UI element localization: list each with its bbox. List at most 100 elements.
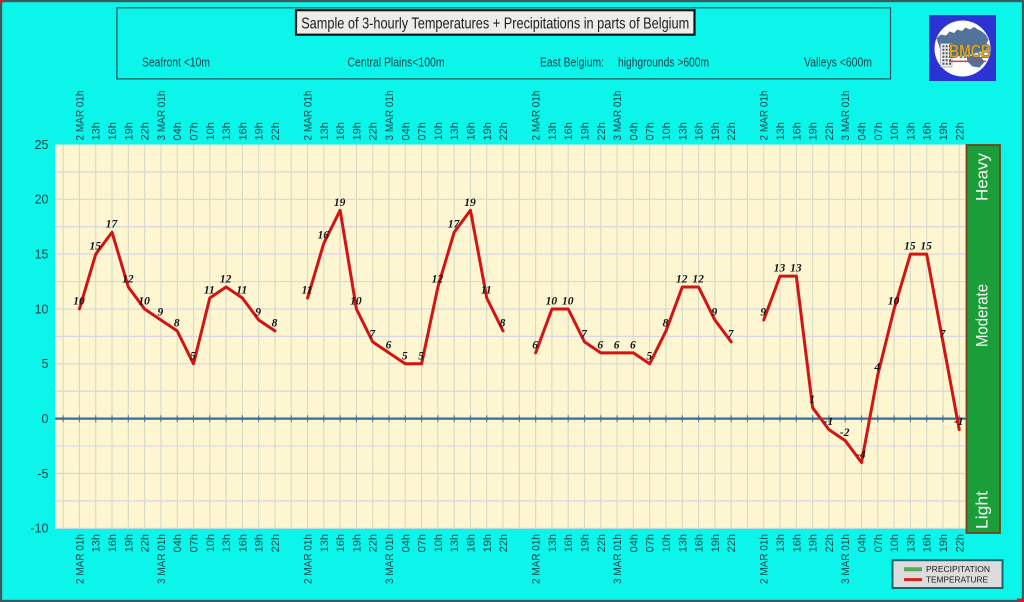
svg-text:16h: 16h	[791, 122, 803, 140]
svg-text:07h: 07h	[417, 122, 429, 140]
svg-text:9: 9	[158, 306, 164, 318]
svg-text:8: 8	[500, 317, 506, 329]
svg-text:13: 13	[774, 263, 786, 275]
svg-text:13h: 13h	[221, 534, 233, 552]
svg-text:12: 12	[122, 274, 134, 286]
svg-text:-4: -4	[856, 449, 866, 461]
svg-text:19h: 19h	[254, 122, 266, 140]
svg-text:10h: 10h	[661, 122, 673, 140]
svg-text:3 MAR 01h: 3 MAR 01h	[612, 91, 624, 141]
svg-text:7: 7	[728, 328, 735, 340]
svg-text:7: 7	[940, 328, 947, 340]
svg-text:19h: 19h	[123, 122, 135, 140]
svg-text:07h: 07h	[645, 122, 657, 140]
svg-text:11: 11	[236, 285, 247, 297]
svg-text:12: 12	[692, 274, 704, 286]
svg-text:13h: 13h	[319, 122, 331, 140]
svg-text:16h: 16h	[237, 534, 249, 552]
svg-text:3 MAR 01h: 3 MAR 01h	[840, 91, 852, 141]
svg-text:-1: -1	[954, 416, 964, 428]
svg-text:11: 11	[481, 285, 492, 297]
svg-text:19h: 19h	[938, 122, 950, 140]
svg-text:10h: 10h	[889, 534, 901, 552]
svg-text:13h: 13h	[775, 122, 787, 140]
svg-text:22h: 22h	[954, 122, 966, 140]
svg-text:07h: 07h	[188, 534, 200, 552]
svg-text:22h: 22h	[498, 534, 510, 552]
svg-text:13: 13	[790, 263, 802, 275]
svg-text:13h: 13h	[677, 534, 689, 552]
svg-text:2 MAR 01h: 2 MAR 01h	[74, 91, 86, 141]
svg-text:6: 6	[532, 339, 538, 351]
svg-text:16h: 16h	[107, 534, 119, 552]
svg-text:6: 6	[630, 339, 636, 351]
svg-text:5: 5	[190, 350, 196, 362]
svg-text:22h: 22h	[824, 122, 836, 140]
svg-text:07h: 07h	[873, 122, 885, 140]
svg-text:13h: 13h	[449, 122, 461, 140]
svg-text:22h: 22h	[140, 534, 152, 552]
svg-text:19h: 19h	[482, 122, 494, 140]
svg-text:19h: 19h	[254, 534, 266, 552]
svg-text:04h: 04h	[400, 534, 412, 552]
svg-text:TEMPERATURE: TEMPERATURE	[926, 576, 988, 585]
svg-text:10: 10	[350, 295, 362, 307]
svg-text:5: 5	[402, 350, 408, 362]
svg-text:10: 10	[35, 302, 49, 316]
svg-text:15: 15	[35, 247, 49, 261]
svg-text:07h: 07h	[873, 534, 885, 552]
svg-text:11: 11	[302, 285, 313, 297]
svg-text:3 MAR 01h: 3 MAR 01h	[156, 91, 168, 141]
svg-text:-5: -5	[37, 467, 48, 481]
svg-text:East Belgium:: East Belgium:	[540, 56, 604, 70]
svg-text:Valleys <600m: Valleys <600m	[804, 56, 872, 70]
svg-text:16h: 16h	[465, 122, 477, 140]
svg-text:15: 15	[89, 241, 101, 253]
svg-text:10h: 10h	[205, 122, 217, 140]
svg-text:13h: 13h	[905, 534, 917, 552]
svg-text:16: 16	[318, 230, 330, 242]
svg-text:10: 10	[888, 295, 900, 307]
svg-text:19h: 19h	[938, 534, 950, 552]
svg-text:13h: 13h	[221, 122, 233, 140]
svg-text:22h: 22h	[596, 122, 608, 140]
svg-text:19h: 19h	[351, 534, 363, 552]
svg-text:8: 8	[663, 317, 669, 329]
svg-text:12: 12	[432, 274, 444, 286]
svg-text:5: 5	[646, 350, 652, 362]
svg-text:16h: 16h	[563, 122, 575, 140]
svg-text:9: 9	[711, 306, 717, 318]
svg-text:9: 9	[760, 306, 766, 318]
svg-text:2 MAR 01h: 2 MAR 01h	[531, 91, 543, 141]
svg-text:8: 8	[174, 317, 180, 329]
svg-text:6: 6	[386, 339, 392, 351]
svg-text:3 MAR 01h: 3 MAR 01h	[384, 91, 396, 141]
svg-text:16h: 16h	[335, 534, 347, 552]
svg-text:6: 6	[614, 339, 620, 351]
svg-text:19h: 19h	[808, 534, 820, 552]
svg-text:12: 12	[220, 274, 232, 286]
svg-text:3 MAR 01h: 3 MAR 01h	[156, 534, 168, 584]
svg-text:13h: 13h	[905, 122, 917, 140]
svg-text:16h: 16h	[237, 122, 249, 140]
svg-text:22h: 22h	[368, 534, 380, 552]
svg-text:19h: 19h	[482, 534, 494, 552]
svg-text:Seafront <10m: Seafront <10m	[142, 56, 210, 70]
svg-text:16h: 16h	[694, 534, 706, 552]
svg-text:15: 15	[904, 241, 916, 253]
svg-text:-10: -10	[30, 522, 48, 536]
svg-text:PRECIPITATION: PRECIPITATION	[926, 565, 990, 574]
svg-text:2 MAR 01h: 2 MAR 01h	[74, 534, 86, 584]
svg-text:19: 19	[334, 197, 346, 209]
svg-text:16h: 16h	[465, 534, 477, 552]
svg-text:10: 10	[138, 295, 150, 307]
svg-text:13h: 13h	[449, 534, 461, 552]
svg-text:0: 0	[42, 412, 49, 426]
svg-text:-2: -2	[840, 427, 850, 439]
svg-text:17: 17	[448, 219, 461, 231]
svg-text:13h: 13h	[547, 534, 559, 552]
svg-text:6: 6	[597, 339, 603, 351]
svg-text:19h: 19h	[580, 122, 592, 140]
svg-text:15: 15	[920, 241, 932, 253]
svg-text:19h: 19h	[351, 122, 363, 140]
